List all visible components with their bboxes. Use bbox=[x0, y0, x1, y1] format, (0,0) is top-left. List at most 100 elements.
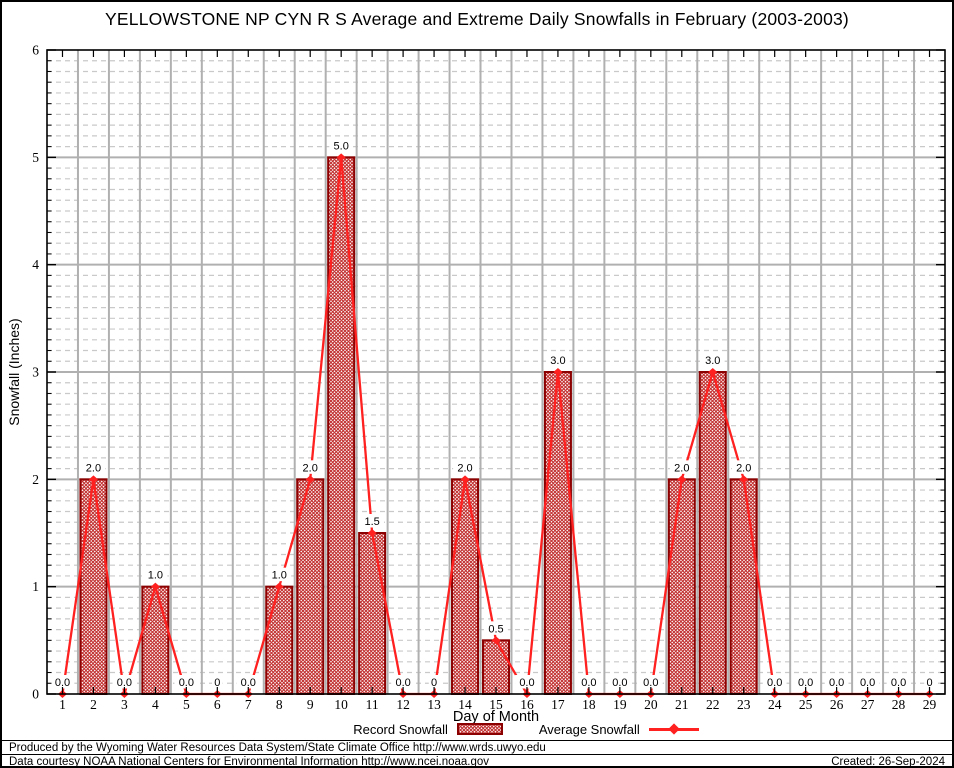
average-snowfall-marker-icon bbox=[553, 368, 563, 376]
plot-area: 0.0 2.0 0.0 1.0 0.0 0 0.0 1.0 2.0 5.0 1.5 0.0 0 2.0 0.… bbox=[6, 43, 946, 725]
y-tick-label: 1 bbox=[32, 579, 39, 594]
gridlines-vertical bbox=[76, 50, 916, 694]
record-snowfall-bar bbox=[358, 532, 387, 695]
point-value-label: 0 bbox=[214, 677, 220, 689]
point-value-label: 2.0 bbox=[736, 462, 751, 474]
point-value-label: 2.0 bbox=[674, 462, 689, 474]
footer-produced-by: Produced by the Wyoming Water Resources … bbox=[9, 742, 546, 754]
point-value-label: 0.0 bbox=[241, 677, 256, 689]
x-tick-label: 2 bbox=[90, 697, 97, 712]
x-tick-label: 17 bbox=[551, 697, 565, 712]
point-value-label: 1.5 bbox=[364, 516, 379, 528]
point-value-label: 0 bbox=[926, 677, 932, 689]
point-value-label: 0.0 bbox=[519, 677, 534, 689]
y-tick-label: 2 bbox=[32, 472, 39, 487]
x-tick-labels: 1 2 3 4 5 6 7 8 9 10 11 12 13 14 15 16 17 18 19 20 21 22 23 24 2… bbox=[59, 697, 936, 712]
legend-line-marker-icon bbox=[668, 723, 680, 735]
legend-average-label: Average Snowfall bbox=[538, 721, 640, 737]
point-value-label: 0.0 bbox=[829, 677, 844, 689]
snowfall-chart: 0.0 2.0 0.0 1.0 0.0 0 0.0 1.0 2.0 5.0 1.5 0.0 0 2.0 0.… bbox=[6, 43, 946, 725]
point-value-label: 0.5 bbox=[488, 623, 503, 635]
average-snowfall-marker-icon bbox=[367, 529, 377, 537]
record-snowfall-bar bbox=[327, 156, 356, 696]
point-value-label: 2.0 bbox=[86, 462, 101, 474]
x-tick-label: 23 bbox=[737, 697, 751, 712]
point-value-label: 0.0 bbox=[179, 677, 194, 689]
x-axis-label: Day of Month bbox=[453, 709, 539, 725]
legend-item-record: Record Snowfall bbox=[353, 722, 503, 737]
x-tick-label: 26 bbox=[830, 697, 844, 712]
point-value-label: 2.0 bbox=[303, 462, 318, 474]
footer-divider-bottom bbox=[2, 754, 952, 755]
x-tick-label: 5 bbox=[183, 697, 190, 712]
x-tick-label: 15 bbox=[489, 697, 503, 712]
record-snowfall-bar bbox=[141, 585, 170, 696]
x-tick-label: 20 bbox=[644, 697, 658, 712]
x-tick-label: 8 bbox=[276, 697, 283, 712]
point-value-label: 0 bbox=[431, 677, 437, 689]
average-snowfall-marker-icon bbox=[88, 475, 98, 484]
page-title: YELLOWSTONE NP CYN R S Average and Extre… bbox=[105, 9, 849, 29]
legend-record-label: Record Snowfall bbox=[353, 721, 448, 737]
average-snowfall-marker-icon bbox=[150, 582, 160, 591]
y-axis-label: Snowfall (Inches) bbox=[6, 318, 22, 425]
x-tick-label: 18 bbox=[582, 697, 596, 712]
point-value-label: 2.0 bbox=[457, 462, 472, 474]
x-tick-label: 16 bbox=[520, 697, 534, 712]
x-tick-label: 4 bbox=[152, 697, 159, 712]
x-tick-label: 6 bbox=[214, 697, 221, 712]
average-snowfall-marker-icon bbox=[491, 636, 501, 645]
average-snowfall-marker-icon bbox=[305, 475, 315, 484]
footer-divider-top bbox=[2, 740, 952, 741]
x-tick-label: 29 bbox=[923, 697, 937, 712]
record-snowfall-bar bbox=[729, 478, 758, 696]
x-tick-label: 3 bbox=[121, 697, 128, 712]
point-value-label: 0.0 bbox=[581, 677, 596, 689]
x-tick-label: 28 bbox=[892, 697, 906, 712]
point-value-label: 0.0 bbox=[55, 677, 70, 689]
average-snowfall-marker-icon bbox=[677, 475, 687, 484]
average-snowfall-line-sample bbox=[648, 723, 699, 735]
x-tick-label: 21 bbox=[675, 697, 689, 712]
record-snowfall-bar bbox=[265, 585, 294, 696]
x-tick-label: 9 bbox=[307, 697, 314, 712]
x-tick-label: 25 bbox=[799, 697, 813, 712]
x-tick-label: 22 bbox=[706, 697, 720, 712]
record-snowfall-bar bbox=[296, 478, 325, 696]
record-snowfall-bar bbox=[667, 478, 696, 696]
point-value-label: 3.0 bbox=[550, 355, 565, 367]
y-tick-label: 6 bbox=[32, 43, 39, 58]
x-tick-label: 14 bbox=[458, 697, 472, 712]
average-snowfall-marker-icon bbox=[708, 368, 718, 376]
record-snowfall-swatch bbox=[456, 723, 503, 735]
x-tick-label: 1 bbox=[59, 697, 66, 712]
point-value-label: 0.0 bbox=[643, 677, 658, 689]
footer-created-date: Created: 26-Sep-2024 bbox=[831, 756, 945, 768]
average-snowfall-line bbox=[57, 153, 935, 698]
chart-legend: Record Snowfall Average Snowfall bbox=[96, 721, 952, 737]
x-tick-label: 19 bbox=[613, 697, 627, 712]
legend-item-average: Average Snowfall bbox=[539, 722, 699, 737]
y-tick-labels: 0 1 2 3 4 5 6 bbox=[32, 43, 39, 702]
average-snowfall-marker-icon bbox=[336, 153, 346, 162]
x-tick-label: 12 bbox=[396, 697, 410, 712]
x-tick-label: 7 bbox=[245, 697, 252, 712]
point-value-label: 0.0 bbox=[860, 677, 875, 689]
y-tick-label: 3 bbox=[32, 365, 39, 380]
point-value-label: 0.0 bbox=[891, 677, 906, 689]
gridlines-major bbox=[47, 156, 945, 588]
point-value-label: 0.0 bbox=[798, 677, 813, 689]
point-value-label: 0.0 bbox=[117, 677, 132, 689]
gridlines-minor bbox=[47, 60, 945, 684]
average-snowfall-marker-icon bbox=[274, 582, 284, 591]
point-value-label: 1.0 bbox=[272, 570, 287, 582]
point-value-label: 0.0 bbox=[612, 677, 627, 689]
x-tick-label: 24 bbox=[768, 697, 782, 712]
x-tick-label: 10 bbox=[334, 697, 348, 712]
y-tick-label: 5 bbox=[32, 150, 39, 165]
point-value-label: 5.0 bbox=[334, 140, 349, 152]
point-value-label: 0.0 bbox=[395, 677, 410, 689]
record-snowfall-bar bbox=[481, 639, 511, 695]
point-value-label: 1.0 bbox=[148, 570, 163, 582]
